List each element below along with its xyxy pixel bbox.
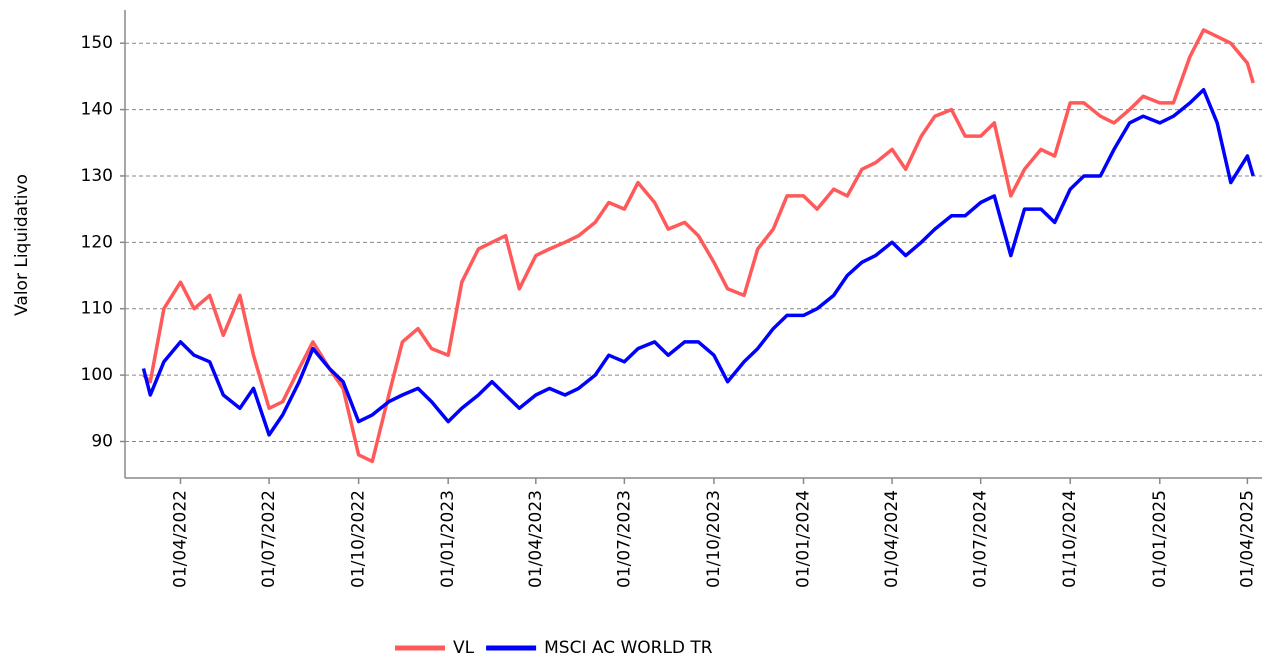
y-tick-label: 120 xyxy=(81,232,113,252)
series-line xyxy=(142,28,1255,464)
legend-label: MSCI AC WORLD TR xyxy=(544,638,713,658)
y-tick-label: 130 xyxy=(81,166,113,186)
y-tick-label: 100 xyxy=(81,365,113,385)
x-tick-label: 01/04/2024 xyxy=(882,490,902,588)
y-axis-label: Valor Liquidativo xyxy=(12,174,32,316)
x-tick-label: 01/04/2023 xyxy=(526,490,546,588)
x-tick-label: 01/01/2023 xyxy=(438,490,458,588)
y-tick-label: 90 xyxy=(91,431,113,451)
x-tick-label: 01/10/2024 xyxy=(1060,490,1080,588)
x-tick-label: 01/10/2023 xyxy=(704,490,724,588)
x-tick-label: 01/07/2022 xyxy=(259,490,279,588)
x-tick-label: 01/07/2024 xyxy=(971,490,991,588)
y-tick-label: 140 xyxy=(81,100,113,120)
x-tick-label: 01/01/2024 xyxy=(794,490,814,588)
legend-label: VL xyxy=(453,638,475,658)
x-tick-label: 01/04/2022 xyxy=(170,490,190,588)
x-tick-label: 01/01/2025 xyxy=(1150,490,1170,588)
x-tick-label: 01/10/2022 xyxy=(349,490,369,588)
series-line xyxy=(141,87,1255,437)
y-tick-label: 150 xyxy=(81,33,113,53)
x-tick-label: 01/07/2023 xyxy=(614,490,634,588)
y-tick-label: 110 xyxy=(81,299,113,319)
x-tick-label: 01/04/2025 xyxy=(1237,490,1257,588)
